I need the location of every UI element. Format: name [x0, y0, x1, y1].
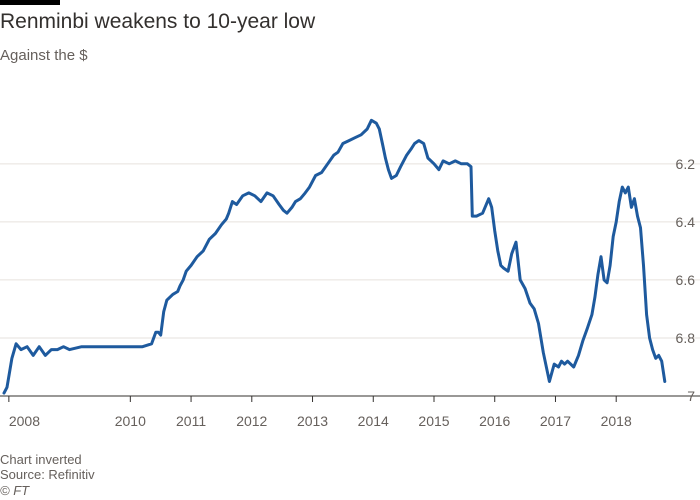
- series-line-0: [2, 118, 667, 395]
- y-tick-label: 6.8: [676, 330, 696, 346]
- series-group: [2, 118, 667, 395]
- y-axis: 6.2 6.4 6.6 6.8 7: [676, 156, 696, 404]
- brand-accent-bar: [0, 0, 60, 5]
- x-tick-label: 2008: [9, 413, 40, 429]
- x-tick-label: 2014: [358, 413, 389, 429]
- x-axis: 2008 2010 2011 2012 2013 2014 2015 2016 2017 2018: [8, 396, 632, 429]
- gridlines: [0, 163, 700, 397]
- x-tick-label: 2013: [297, 413, 328, 429]
- chart-note: Chart inverted: [0, 452, 82, 467]
- chart-title: Renminbi weakens to 10-year low: [0, 10, 316, 33]
- y-tick-label: 7: [687, 388, 695, 404]
- chart-source: Source: Refinitiv: [0, 467, 95, 482]
- x-tick-label: 2011: [176, 413, 206, 429]
- y-tick-label: 6.2: [676, 156, 696, 172]
- copyright: © FT: [0, 483, 30, 498]
- x-tick-label: 2017: [540, 413, 571, 429]
- x-tick-label: 2012: [236, 413, 267, 429]
- y-tick-label: 6.6: [676, 272, 696, 288]
- y-tick-label: 6.4: [676, 214, 696, 230]
- x-tick-label: 2015: [418, 413, 449, 429]
- chart-subtitle: Against the $: [0, 47, 88, 64]
- x-tick-label: 2018: [601, 413, 632, 429]
- x-tick-label: 2010: [115, 413, 146, 429]
- x-tick-label: 2016: [479, 413, 510, 429]
